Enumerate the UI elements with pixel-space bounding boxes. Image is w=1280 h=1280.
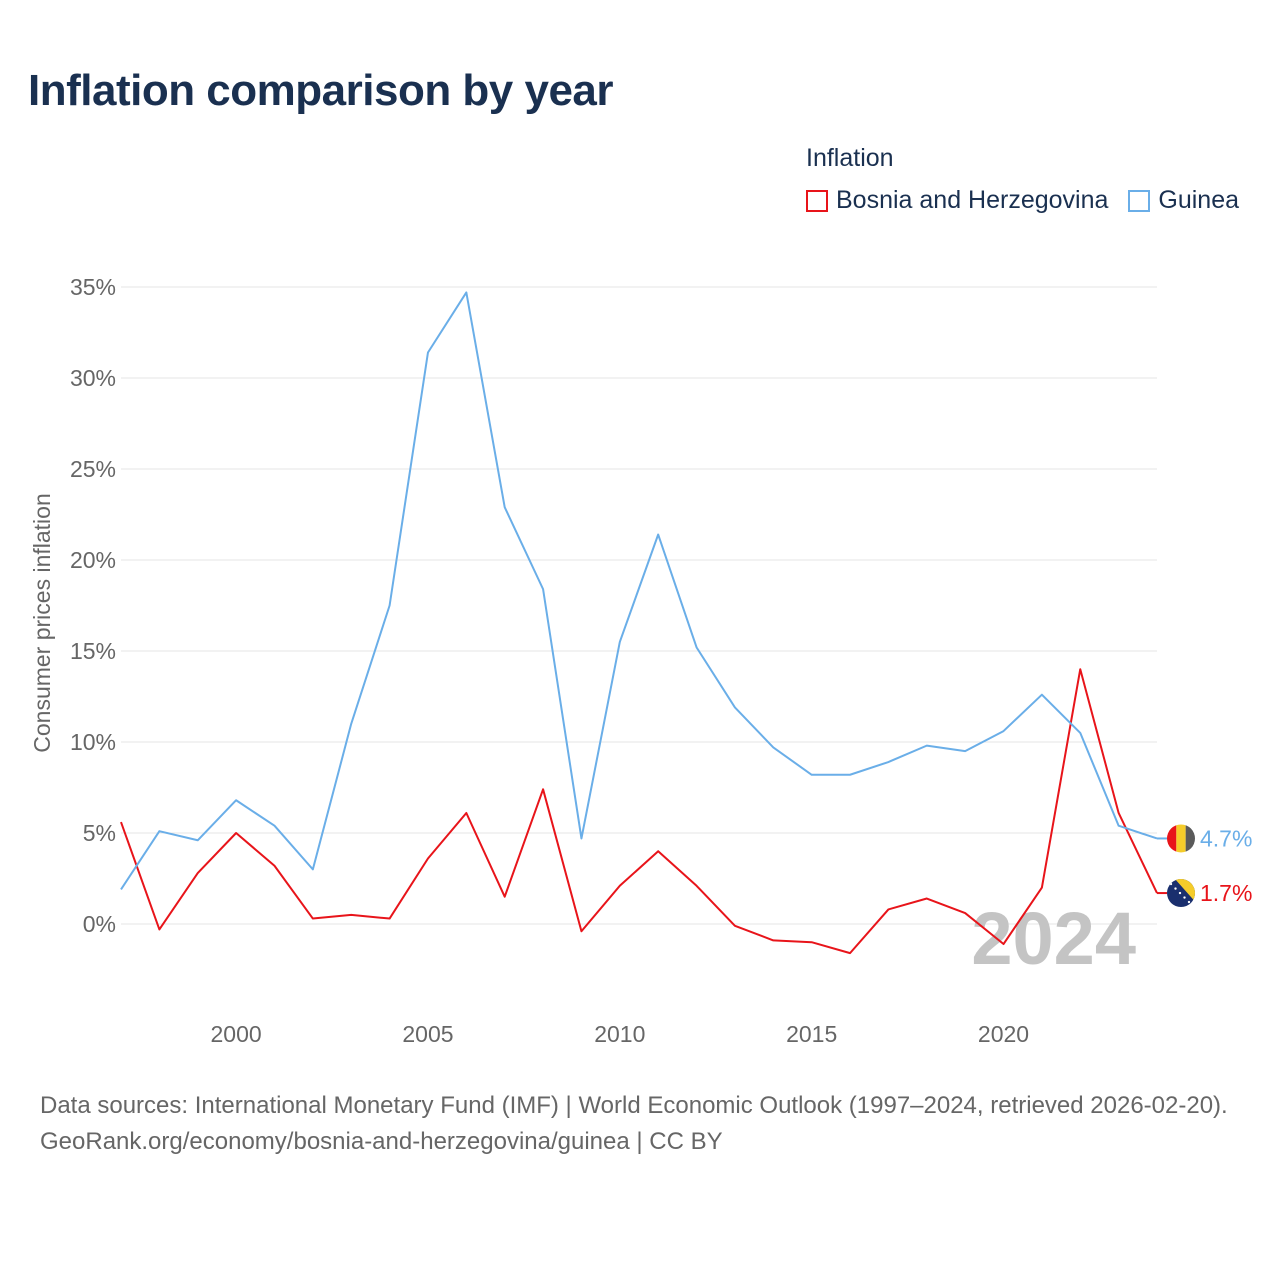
y-tick-label: 5% bbox=[83, 820, 116, 846]
series-end-markers: 1.7% 4.7% bbox=[1157, 824, 1252, 908]
year-watermark: 2024 bbox=[971, 897, 1136, 980]
y-tick-label: 35% bbox=[70, 274, 116, 300]
y-tick-label: 15% bbox=[70, 638, 116, 664]
legend-item-bosnia[interactable]: Bosnia and Herzegovina bbox=[806, 186, 1108, 215]
y-tick-label: 25% bbox=[70, 456, 116, 482]
series-line-guinea[interactable] bbox=[120, 291, 1158, 890]
y-tick-label: 0% bbox=[83, 911, 116, 937]
legend: Bosnia and Herzegovina Guinea bbox=[806, 186, 1239, 215]
end-value-label: 4.7% bbox=[1200, 825, 1252, 851]
legend-title: Inflation bbox=[806, 144, 894, 172]
y-axis-label: Consumer prices inflation bbox=[29, 493, 55, 753]
x-tick-label: 2015 bbox=[786, 1021, 837, 1047]
y-tick-label: 10% bbox=[70, 729, 116, 755]
end-value-label: 1.7% bbox=[1200, 880, 1252, 906]
x-axis-ticks: 2000 2005 2010 2015 2020 bbox=[211, 1021, 1030, 1047]
y-axis-ticks: 0% 5% 10% 15% 20% 25% 30% 35% bbox=[70, 274, 116, 937]
x-tick-label: 2000 bbox=[211, 1021, 262, 1047]
legend-swatch-guinea bbox=[1128, 189, 1151, 212]
x-tick-label: 2005 bbox=[402, 1021, 453, 1047]
footer: Data sources: International Monetary Fun… bbox=[40, 1088, 1250, 1160]
guinea-flag-icon bbox=[1167, 824, 1195, 853]
gridlines bbox=[121, 286, 1157, 925]
series-lines bbox=[120, 291, 1158, 955]
y-tick-label: 20% bbox=[70, 547, 116, 573]
legend-swatch-bosnia bbox=[806, 189, 828, 212]
footer-sources: Data sources: International Monetary Fun… bbox=[40, 1092, 1228, 1119]
line-chart: 0%5%10%15%20%25%30%35% 2000 2005 2010 2015 2… bbox=[29, 274, 1252, 1047]
legend-label-bosnia: Bosnia and Herzegovina bbox=[836, 186, 1109, 214]
legend-label-guinea: Guinea bbox=[1158, 186, 1240, 214]
x-tick-label: 2010 bbox=[594, 1021, 645, 1047]
chart-title: Inflation comparison by year bbox=[28, 66, 614, 115]
series-line-bosnia[interactable] bbox=[120, 668, 1158, 955]
x-tick-label: 2020 bbox=[978, 1021, 1029, 1047]
y-tick-label: 30% bbox=[70, 365, 116, 391]
bosnia-flag-icon bbox=[1167, 879, 1195, 908]
legend-item-guinea[interactable]: Guinea bbox=[1128, 186, 1239, 215]
footer-link[interactable]: GeoRank.org/economy/bosnia-and-herzegovi… bbox=[40, 1128, 723, 1155]
